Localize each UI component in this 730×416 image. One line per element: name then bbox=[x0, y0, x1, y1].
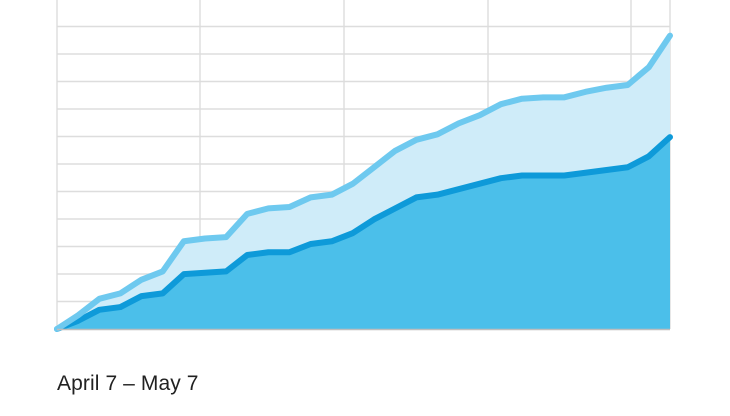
series-lines bbox=[54, 32, 673, 332]
date-range-label: April 7 – May 7 bbox=[57, 372, 199, 395]
area-series bbox=[57, 35, 670, 329]
series-line-2 bbox=[54, 32, 673, 332]
cumulative-area-chart bbox=[54, 0, 673, 332]
area-series-1 bbox=[57, 137, 670, 329]
series-line-1 bbox=[54, 134, 673, 332]
area-series-2 bbox=[57, 35, 670, 329]
